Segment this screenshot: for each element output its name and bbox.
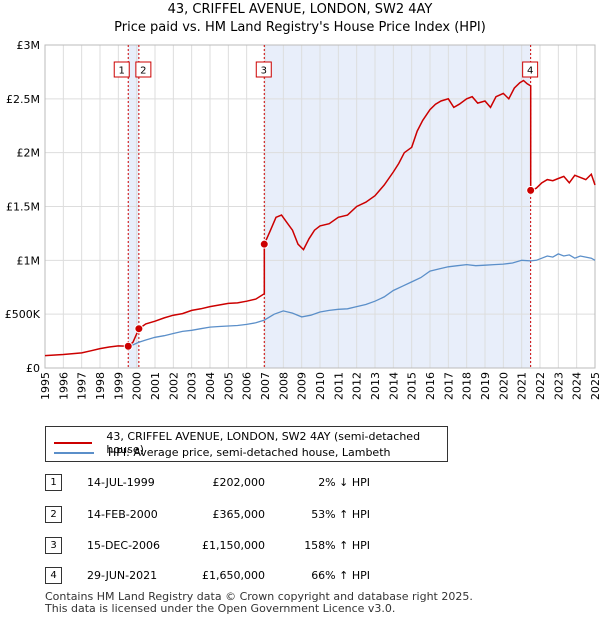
price-paid-line — [44, 79, 596, 357]
legend: 43, CRIFFEL AVENUE, LONDON, SW2 4AY (sem… — [45, 426, 448, 462]
transaction-date: 29-JUN-2021 — [87, 569, 158, 582]
x-tick-label: 2015 — [406, 372, 419, 400]
x-tick-label: 2014 — [387, 372, 400, 400]
table-row: 1 14-JUL-1999 £202,000 2% ↓ HPI — [45, 473, 585, 493]
legend-item-hpi: HPI: Average price, semi-detached house,… — [54, 446, 390, 459]
x-tick-label: 2016 — [424, 372, 437, 400]
y-tick-label: £0 — [26, 362, 40, 375]
y-tick-label: £1M — [17, 254, 41, 267]
x-tick-label: 1998 — [94, 372, 107, 400]
x-tick-label: 2024 — [571, 372, 584, 400]
legend-label-hpi: HPI: Average price, semi-detached house,… — [108, 446, 391, 459]
x-tick-label: 2000 — [131, 372, 144, 400]
sale-point — [526, 185, 536, 195]
sale-label-number: 3 — [261, 66, 267, 77]
x-tick-label: 1996 — [57, 372, 70, 400]
y-tick-label: £1.5M — [6, 201, 40, 214]
price-chart: 1995 1996 1997 1998 1999 2000 2001 2002 2003 2004… — [5, 39, 600, 400]
transaction-number: 3 — [45, 537, 62, 554]
x-tick-label: 2008 — [277, 372, 290, 400]
footer-licence: This data is licensed under the Open Gov… — [45, 602, 396, 615]
x-tick-label: 2025 — [589, 372, 600, 400]
sale-label-number: 2 — [140, 66, 146, 77]
plot-border — [44, 44, 596, 369]
x-tick-label: 1995 — [39, 372, 52, 400]
x-tick-label: 2011 — [332, 372, 345, 400]
x-tick-label: 2012 — [351, 372, 364, 400]
sale-label-number: 4 — [527, 66, 533, 77]
legend-swatch-hpi — [54, 451, 94, 454]
transaction-date: 15-DEC-2006 — [87, 539, 161, 552]
x-tick-label: 2023 — [552, 372, 565, 400]
x-tick-label: 1999 — [112, 372, 125, 400]
table-row: 2 14-FEB-2000 £365,000 53% ↑ HPI — [45, 505, 585, 525]
x-tick-label: 2019 — [479, 372, 492, 400]
legend-label-price: 43, CRIFFEL AVENUE, LONDON, SW2 4AY (sem… — [106, 430, 421, 456]
x-tick-label: 2017 — [442, 372, 455, 400]
sale-label-box — [522, 61, 539, 78]
x-tick-label: 1997 — [76, 372, 89, 400]
transaction-date: 14-FEB-2000 — [87, 508, 158, 521]
sale-label-number: 1 — [119, 66, 125, 77]
x-tick-label: 2020 — [497, 372, 510, 400]
hpi-line — [128, 253, 596, 347]
sale-label-box — [255, 61, 272, 78]
transaction-date: 14-JUL-1999 — [87, 476, 155, 489]
transaction-hpi-diff: 2% ↓ HPI — [318, 476, 370, 489]
sale-point — [123, 341, 133, 351]
x-tick-label: 2010 — [314, 372, 327, 400]
table-row: 4 29-JUN-2021 £1,650,000 66% ↑ HPI — [45, 566, 585, 586]
x-tick-label: 2002 — [167, 372, 180, 400]
legend-swatch-price — [54, 442, 93, 444]
sale-label-box — [135, 61, 152, 78]
x-tick-label: 2009 — [296, 372, 309, 400]
x-tick-label: 2018 — [461, 372, 474, 400]
sale-point — [259, 239, 269, 249]
transaction-number: 1 — [45, 474, 62, 491]
sale-point — [134, 324, 144, 334]
legend-item-price: 43, CRIFFEL AVENUE, LONDON, SW2 4AY (sem… — [54, 430, 447, 456]
x-tick-label: 2006 — [241, 372, 254, 400]
x-tick-label: 2021 — [516, 372, 529, 400]
chart-title-line1: 43, CRIFFEL AVENUE, LONDON, SW2 4AY — [167, 2, 433, 17]
transaction-price: £365,000 — [212, 508, 266, 521]
table-row: 3 15-DEC-2006 £1,150,000 158% ↑ HPI — [45, 536, 585, 556]
x-tick-label: 2001 — [149, 372, 162, 400]
x-tick-label: 2005 — [222, 372, 235, 400]
transaction-hpi-diff: 53% ↑ HPI — [311, 508, 370, 521]
y-tick-label: £3M — [17, 39, 41, 52]
transaction-price: £1,650,000 — [202, 569, 265, 582]
x-tick-label: 2003 — [186, 372, 199, 400]
y-tick-label: £2M — [17, 147, 41, 160]
transaction-number: 2 — [45, 506, 62, 523]
x-tick-label: 2007 — [259, 372, 272, 400]
x-tick-label: 2022 — [534, 372, 547, 400]
transaction-hpi-diff: 158% ↑ HPI — [304, 539, 370, 552]
footer-copyright: Contains HM Land Registry data © Crown c… — [45, 590, 473, 603]
chart-title-line2: Price paid vs. HM Land Registry's House … — [114, 20, 486, 35]
transaction-price: £202,000 — [212, 476, 266, 489]
transaction-price: £1,150,000 — [202, 539, 265, 552]
x-tick-label: 2004 — [204, 372, 217, 400]
sale-label-box — [113, 61, 130, 78]
y-tick-label: £500K — [5, 308, 41, 321]
transaction-hpi-diff: 66% ↑ HPI — [311, 569, 370, 582]
y-tick-label: £2.5M — [6, 93, 40, 106]
x-tick-label: 2013 — [369, 372, 382, 400]
transaction-number: 4 — [45, 567, 62, 584]
